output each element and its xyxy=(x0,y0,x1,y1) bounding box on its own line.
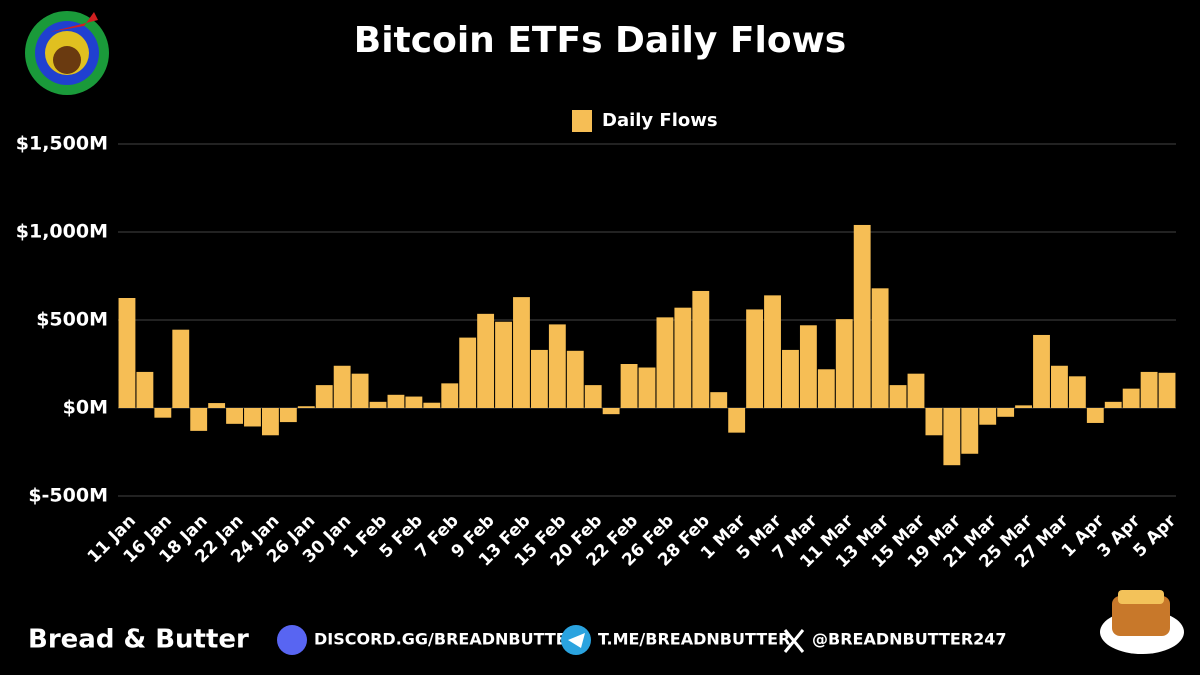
bar xyxy=(1140,371,1158,408)
bar xyxy=(925,408,943,436)
x-link: @BREADNBUTTER247 xyxy=(812,630,1007,649)
bar xyxy=(261,408,279,436)
bar xyxy=(1086,408,1104,423)
y-tick-label: $0M xyxy=(63,397,108,419)
bar xyxy=(710,392,728,408)
bar xyxy=(1051,365,1068,408)
bar xyxy=(154,408,172,418)
bar xyxy=(1033,334,1050,408)
bar xyxy=(584,385,602,408)
brand: Bread & Butter xyxy=(28,625,249,655)
bar xyxy=(1158,372,1176,408)
discord-link: DISCORD.GG/BREADNBUTTER xyxy=(314,630,579,649)
bar xyxy=(889,385,907,408)
telegram-link: T.ME/BREADNBUTTER xyxy=(598,630,790,649)
telegram-plane xyxy=(568,633,585,648)
bar xyxy=(477,313,495,408)
x-icon xyxy=(783,629,805,653)
bar xyxy=(674,307,692,408)
bar xyxy=(602,408,620,415)
bar xyxy=(136,371,154,408)
bar xyxy=(459,337,477,408)
bar xyxy=(638,367,656,408)
bar xyxy=(871,288,889,408)
bar xyxy=(1104,401,1122,408)
discord-icon xyxy=(277,625,307,655)
y-tick-label: $1,500M xyxy=(16,133,108,155)
bar xyxy=(351,373,369,408)
bar xyxy=(997,408,1015,417)
bar xyxy=(208,403,226,408)
bar xyxy=(566,350,584,408)
bread xyxy=(1112,596,1170,636)
bar xyxy=(315,385,333,408)
y-tick-label: $-500M xyxy=(28,485,108,507)
bar xyxy=(495,321,512,408)
bar xyxy=(835,319,853,408)
butter xyxy=(1118,590,1164,604)
logo xyxy=(25,11,109,95)
bar xyxy=(692,290,710,408)
bar xyxy=(728,408,746,433)
bar xyxy=(297,406,315,408)
bar xyxy=(244,408,261,427)
bar xyxy=(387,394,405,408)
bar xyxy=(226,408,243,424)
bar xyxy=(1015,405,1033,408)
bar xyxy=(1122,388,1140,408)
footer: Bread & Butter DISCORD.GG/BREADNBUTTER T… xyxy=(28,590,1184,655)
legend-swatch xyxy=(572,110,592,132)
bar xyxy=(764,295,781,408)
bar xyxy=(548,324,566,408)
bar xyxy=(943,408,961,466)
legend-label: Daily Flows xyxy=(602,110,718,131)
bar xyxy=(118,298,136,408)
y-tick-label: $1,000M xyxy=(16,221,108,243)
bar xyxy=(423,402,441,408)
bar xyxy=(279,408,297,423)
bar xyxy=(405,396,423,408)
bar xyxy=(817,369,835,408)
bar xyxy=(172,329,190,408)
bar xyxy=(746,309,764,408)
bar xyxy=(369,401,387,408)
bar xyxy=(333,365,351,408)
bar xyxy=(799,325,817,408)
chart-title: Bitcoin ETFs Daily Flows xyxy=(354,20,846,61)
bar xyxy=(961,408,979,454)
bar xyxy=(853,224,871,408)
bar xyxy=(620,364,638,408)
bar xyxy=(907,373,925,408)
bar xyxy=(190,408,208,431)
bar xyxy=(513,297,530,408)
bar xyxy=(782,349,799,408)
bar xyxy=(656,317,674,408)
bar xyxy=(1068,376,1086,408)
bar xyxy=(441,383,459,408)
y-tick-label: $500M xyxy=(36,309,108,331)
bar xyxy=(530,349,548,408)
bar xyxy=(979,408,997,425)
